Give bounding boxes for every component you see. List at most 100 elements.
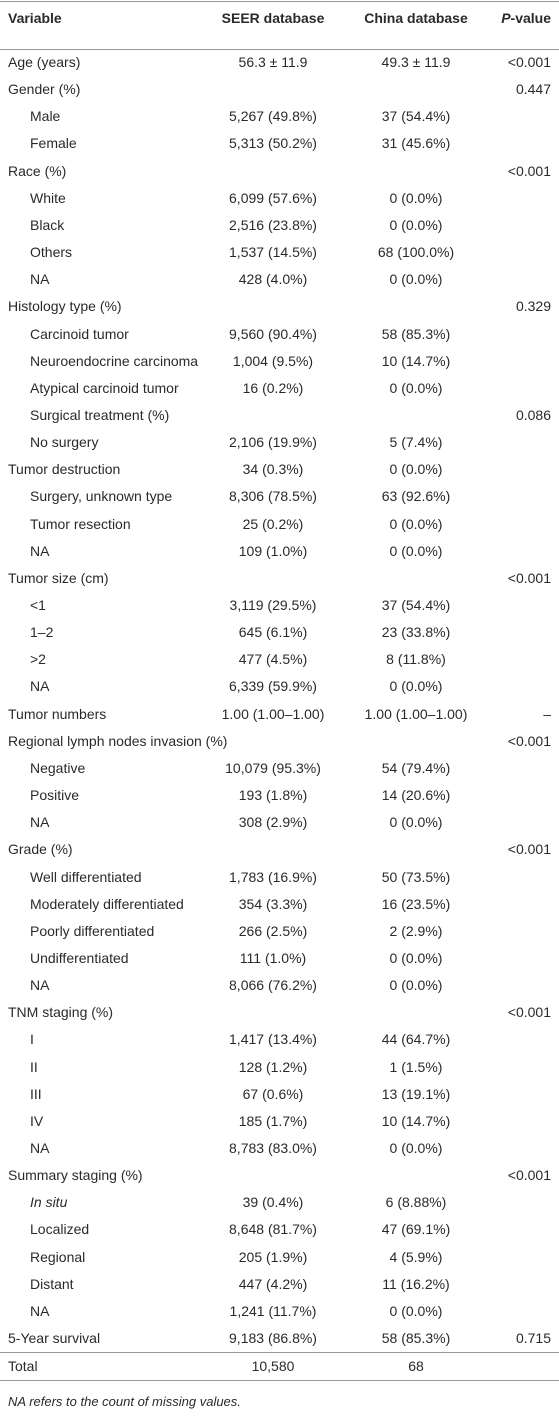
table-cell: 13 (19.1%) [381,1085,451,1102]
table-cell: NA [30,814,50,831]
table-cell: Well differentiated [30,868,142,885]
table-cell: 0 (0.0%) [389,1140,443,1156]
table-cell: 47 (69.1%) [381,1221,451,1238]
table-cell: Carcinoid tumor [30,325,129,342]
table-cell: 8,783 (83.0%) [229,1140,317,1156]
table-cell: 1,241 (11.7%) [229,1302,317,1319]
table-cell: IV [30,1112,44,1129]
table-cell: >2 [30,651,46,668]
table-cell: TNM staging (%) [8,1004,114,1021]
table-cell: 10 (14.7%) [381,1112,451,1129]
table-cell: 6,099 (57.6%) [229,189,317,206]
table-cell: 0 (0.0%) [389,542,443,559]
table-cell: 63 (92.6%) [381,488,451,505]
table-cell: 477 (4.5%) [238,651,308,668]
table-cell: Undifferentiated [30,949,129,966]
table-cell: 68 (100.0%) [377,244,455,261]
table-cell: 25 (0.2%) [242,515,304,532]
table-cell: NA [30,977,50,994]
table-cell: Female [30,135,77,152]
table-cell: 193 (1.8%) [238,787,308,804]
table-cell: NA [30,1140,50,1156]
table-cell: 34 (0.3%) [242,461,304,478]
table-cell: II [30,1058,38,1075]
table-cell: 39 (0.4%) [242,1194,304,1211]
table-cell: 11 (16.2%) [382,1275,450,1292]
table-cell: 1.00 (1.00–1.00) [221,705,325,722]
table-cell: Tumor size (cm) [8,569,109,586]
table-cell: 0.447 [515,81,551,98]
table-cell: 0 (0.0%) [389,189,443,206]
table-cell: Distant [30,1275,74,1292]
table-cell: 8,306 (78.5%) [229,488,317,505]
table-cell: NA [30,1302,50,1319]
table-cell: Localized [30,1221,90,1238]
table-cell: Neuroendocrine carcinoma [30,352,199,369]
header-cell: Variable [8,10,62,26]
table-cell: Moderately differentiated [30,895,184,912]
table-cell: 58 (85.3%) [381,1330,451,1347]
table-cell: 0 (0.0%) [389,949,443,966]
table-cell: 67 (0.6%) [242,1085,304,1102]
table-cell: 5,267 (49.8%) [229,108,317,125]
table-cell: Poorly differentiated [30,922,155,939]
table-cell: 31 (45.6%) [381,135,451,152]
table-cell: 10,580 [251,1357,295,1374]
table-cell: 4 (5.9%) [389,1248,443,1265]
table-cell: 8,648 (81.7%) [229,1221,317,1238]
table-cell: Tumor resection [30,515,131,532]
table-cell: 0 (0.0%) [389,379,443,396]
table-cell: 645 (6.1%) [238,624,308,641]
table-cell: 9,183 (86.8%) [229,1330,317,1347]
table-cell: 56.3 ± 11.9 [238,54,308,70]
table-cell: 5 (7.4%) [389,434,443,451]
table-cell: Tumor destruction [8,461,121,478]
table-cell: 2,106 (19.9%) [229,434,317,451]
table-cell: NA [30,271,50,288]
table-cell: 0 (0.0%) [389,1302,443,1319]
table-cell: Positive [30,787,80,804]
bottom-rule [0,1380,559,1381]
table-cell: 50 (73.5%) [381,868,451,885]
table-cell: NA [30,678,50,695]
table-cell: 16 (0.2%) [242,379,304,396]
footnote: NA refers to the count of missing values… [8,1394,241,1409]
table-cell: In situ [30,1194,68,1211]
table-cell: 3,119 (29.5%) [229,597,317,613]
table-cell: Regional lymph nodes invasion (%) [8,732,228,749]
table-cell: 2 (2.9%) [389,922,443,939]
table-cell: <1 [30,597,46,613]
total-rule [0,1352,559,1353]
header-cell: P-value [501,10,551,26]
table-cell: Gender (%) [8,81,81,98]
table-cell: 68 [408,1357,424,1374]
table-cell: <0.001 [507,162,551,179]
table-cell: 0 (0.0%) [389,461,443,478]
table-cell: 6 (8.88%) [385,1194,447,1211]
table-cell: 58 (85.3%) [381,325,451,342]
table-cell: Surgery, unknown type [30,488,173,505]
table-cell: <0.001 [507,569,551,586]
table-cell: 5-Year survival [8,1330,101,1347]
table-cell: 0 (0.0%) [389,977,443,994]
table-cell: Male [30,108,61,125]
table-cell: 266 (2.5%) [238,922,308,939]
table-cell: <0.001 [507,1004,551,1021]
table-cell: 447 (4.2%) [238,1275,308,1292]
table-cell: Summary staging (%) [8,1167,143,1184]
table-cell: White [30,189,66,206]
table-cell: Regional [30,1248,86,1265]
table-cell: 54 (79.4%) [381,759,451,776]
table-cell: 1–2 [30,624,54,641]
table-cell: Others [30,244,73,261]
table-cell: 44 (64.7%) [381,1031,451,1048]
table-cell: 0.086 [515,406,551,423]
table-cell: 185 (1.7%) [238,1112,308,1129]
table-cell: Surgical treatment (%) [30,406,170,423]
table-cell: 1,417 (13.4%) [229,1031,317,1048]
table-cell: Black [30,216,65,233]
table-cell: <0.001 [507,732,551,749]
table-cell: – [543,705,551,722]
table-cell: Age (years) [8,54,81,70]
table-cell: 0 (0.0%) [389,271,443,288]
